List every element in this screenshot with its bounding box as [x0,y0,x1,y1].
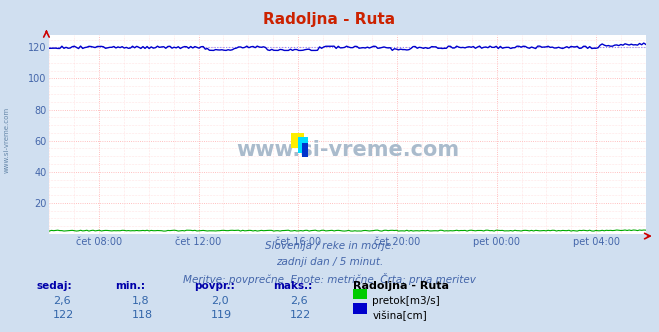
Text: sedaj:: sedaj: [36,281,72,290]
Text: www.si-vreme.com: www.si-vreme.com [3,106,10,173]
Text: maks.:: maks.: [273,281,313,290]
Text: zadnji dan / 5 minut.: zadnji dan / 5 minut. [276,257,383,267]
Text: 2,6: 2,6 [290,296,308,306]
Text: min.:: min.: [115,281,146,290]
Text: www.si-vreme.com: www.si-vreme.com [236,140,459,160]
Text: povpr.:: povpr.: [194,281,235,290]
Text: Meritve: povprečne  Enote: metrične  Črta: prva meritev: Meritve: povprečne Enote: metrične Črta:… [183,273,476,285]
Bar [298,137,308,153]
Text: 122: 122 [290,310,311,320]
Bar [291,133,304,148]
Text: 122: 122 [53,310,74,320]
Text: 1,8: 1,8 [132,296,150,306]
Text: Radoljna - Ruta: Radoljna - Ruta [353,281,449,290]
Text: pretok[m3/s]: pretok[m3/s] [372,296,440,306]
Text: višina[cm]: višina[cm] [372,310,427,321]
Text: 2,0: 2,0 [211,296,229,306]
Text: 2,6: 2,6 [53,296,71,306]
Text: Slovenija / reke in morje.: Slovenija / reke in morje. [265,241,394,251]
Text: Radoljna - Ruta: Radoljna - Ruta [264,12,395,27]
Bar [302,143,308,157]
Text: 119: 119 [211,310,232,320]
Text: 118: 118 [132,310,153,320]
